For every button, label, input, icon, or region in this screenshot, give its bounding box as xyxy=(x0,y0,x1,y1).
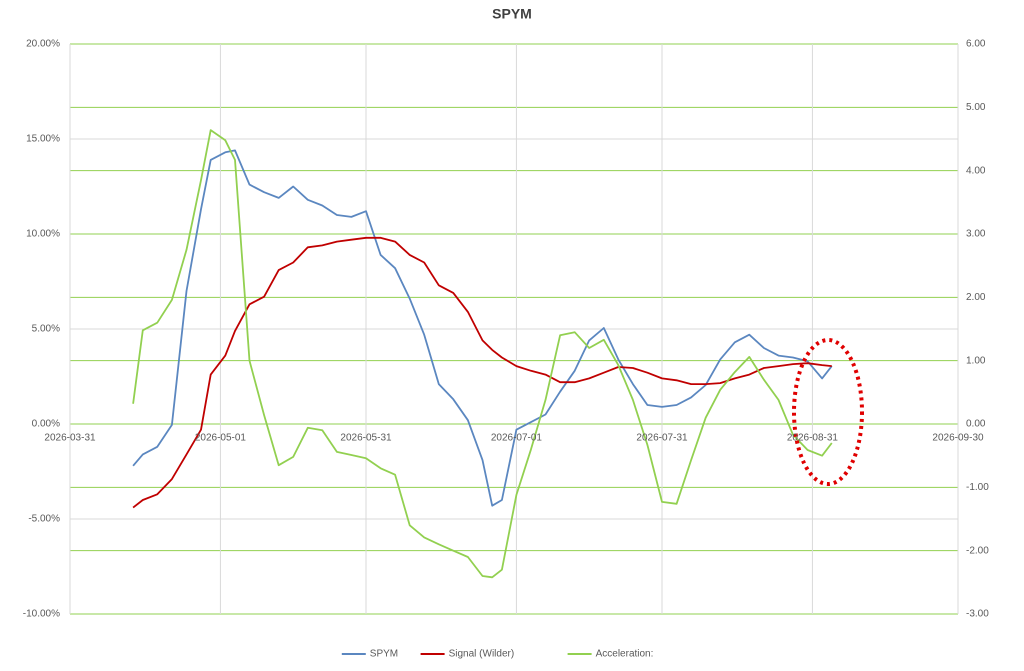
y2-tick-label: 4.00 xyxy=(966,165,986,176)
x-tick-label: 2026-08-31 xyxy=(787,433,839,444)
legend-label: SPYM xyxy=(370,649,398,660)
x-tick-label: 2026-05-31 xyxy=(340,433,392,444)
y2-tick-label: 0.00 xyxy=(966,419,986,430)
series-line xyxy=(132,236,832,509)
x-tick-label: 2026-07-01 xyxy=(491,433,543,444)
y-tick-label: 5.00% xyxy=(32,324,60,335)
highlight-ellipse xyxy=(792,338,864,486)
y-tick-label: -10.00% xyxy=(23,609,60,620)
y-tick-label: 20.00% xyxy=(26,39,60,50)
series-line xyxy=(132,129,833,579)
chart-title: SPYM xyxy=(492,6,532,22)
y2-tick-label: -3.00 xyxy=(966,609,989,620)
grid xyxy=(69,43,959,615)
plot xyxy=(132,129,833,579)
y-tick-label: 10.00% xyxy=(26,229,60,240)
series-line xyxy=(132,149,833,507)
x-tick-label: 2026-05-01 xyxy=(195,433,247,444)
x-tick-label: 2026-03-31 xyxy=(44,433,96,444)
y2-tick-label: 2.00 xyxy=(966,292,986,303)
y2-tick-label: 3.00 xyxy=(966,229,986,240)
legend-label: Signal (Wilder) xyxy=(449,649,515,660)
y2-tick-label: -2.00 xyxy=(966,545,989,556)
legend-label: Acceleration: xyxy=(596,649,654,660)
y-tick-label: -5.00% xyxy=(28,514,60,525)
y-tick-label: 15.00% xyxy=(26,134,60,145)
y2-tick-label: 5.00 xyxy=(966,102,986,113)
x-tick-label: 2026-09-30 xyxy=(932,433,984,444)
y-tick-label: 0.00% xyxy=(32,419,60,430)
y2-tick-label: -1.00 xyxy=(966,482,989,493)
y2-tick-label: 1.00 xyxy=(966,355,986,366)
y2-tick-label: 6.00 xyxy=(966,39,986,50)
x-tick-label: 2026-07-31 xyxy=(636,433,688,444)
